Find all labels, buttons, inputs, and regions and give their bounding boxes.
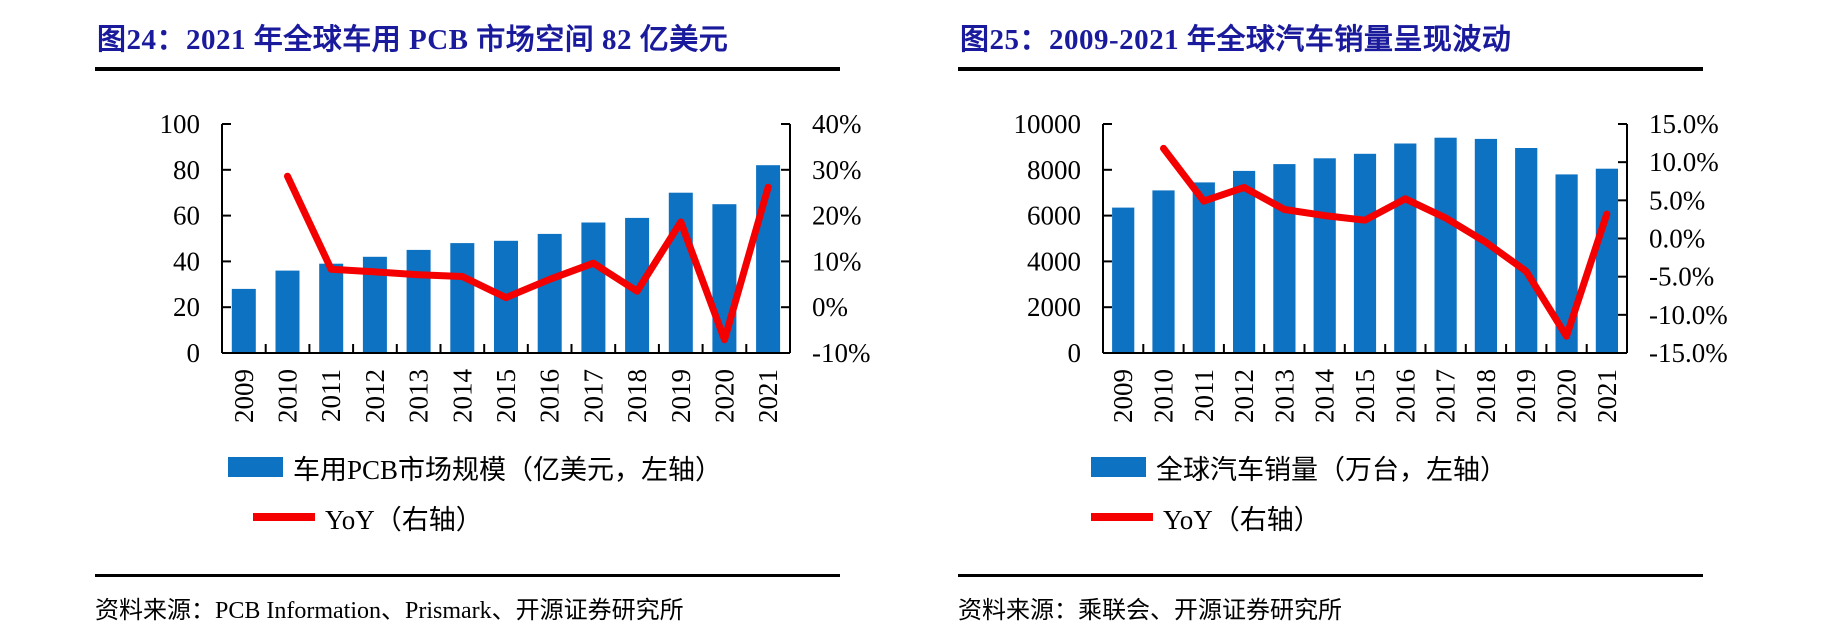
left-axis-tick-label: 20 — [173, 292, 200, 322]
bar-series-swatch — [1091, 457, 1146, 477]
figure-24-chart: 0 20 40 60 80 100 -10% 0% 10% 20% 30% 40% 2009 2010 20… — [160, 109, 871, 424]
right-axis-tick-label: -15.0% — [1649, 338, 1728, 368]
x-axis-label: 2013 — [1269, 369, 1299, 423]
bar-2011 — [319, 263, 344, 353]
bar-2014 — [450, 243, 475, 353]
left-axis-tick-label: 80 — [173, 155, 200, 185]
bar-2014 — [1313, 158, 1336, 353]
figure-24-title: 图24：2021 年全球车用 PCB 市场空间 82 亿美元 — [97, 24, 729, 56]
x-axis-label: 2012 — [360, 369, 390, 423]
x-axis-label: 2021 — [753, 369, 783, 423]
left-axis-tick-label: 0 — [1068, 338, 1082, 368]
bar-2017 — [581, 222, 606, 353]
source-rule — [95, 574, 840, 577]
figure-24-panel: 图24：2021 年全球车用 PCB 市场空间 82 亿美元 0 20 40 60 80… — [95, 16, 880, 625]
x-axis-label: 2017 — [1431, 369, 1461, 423]
right-axis-tick-label: 40% — [812, 109, 862, 139]
bar-2013 — [406, 249, 431, 353]
figure-24-source: 资料来源：PCB Information、Prismark、开源证券研究所 — [95, 598, 684, 624]
right-axis-tick-label: -10.0% — [1649, 300, 1728, 330]
legend-item-bar-series: 车用PCB市场规模（亿美元，左轴） — [228, 450, 880, 485]
legend-item-bar-series: 全球汽车销量（万台，左轴） — [1091, 450, 1743, 485]
bar-2016 — [537, 233, 562, 353]
left-axis-tick-label: 8000 — [1027, 155, 1081, 185]
figure-24-legend: 车用PCB市场规模（亿美元，左轴） YoY（右轴） — [228, 450, 880, 535]
left-axis-tick-label: 100 — [160, 109, 201, 139]
source-rule — [958, 574, 1703, 577]
bar-2012 — [1233, 170, 1256, 353]
right-axis-tick-label: 0.0% — [1649, 224, 1705, 254]
x-axis-label: 2014 — [1310, 369, 1340, 424]
right-axis-tick-label: 15.0% — [1649, 109, 1719, 139]
figure-25-chart: 0 2000 4000 6000 8000 10000 -15.0% -10.0% -5.0% 0… — [1014, 109, 1728, 424]
bar-2011 — [1192, 182, 1215, 353]
right-axis-tick-label: 10.0% — [1649, 147, 1719, 177]
line-series-swatch — [1091, 513, 1153, 521]
x-axis-label: 2016 — [1390, 369, 1420, 423]
x-axis-label: 2011 — [316, 369, 346, 422]
left-axis-tick-label: 60 — [173, 201, 200, 231]
right-axis-tick-label: -5.0% — [1649, 262, 1714, 292]
left-axis-tick-label: 4000 — [1027, 246, 1081, 276]
bar-2009 — [1112, 207, 1135, 353]
yoy-line — [284, 172, 772, 344]
x-axis-label: 2017 — [578, 369, 608, 423]
x-axis-label: 2019 — [666, 369, 696, 423]
bar-2010 — [275, 270, 300, 353]
bar-2013 — [1273, 164, 1296, 353]
legend-item-line-series: YoY（右轴） — [1091, 500, 1743, 535]
x-axis-label: 2018 — [1471, 369, 1501, 423]
bar-2017 — [1434, 137, 1457, 353]
right-axis-tick-label: 30% — [812, 155, 862, 185]
x-axis-label: 2020 — [1552, 369, 1582, 423]
right-axis-tick-label: 10% — [812, 246, 862, 276]
bar-series-swatch — [228, 457, 283, 477]
x-axis-label: 2014 — [447, 369, 477, 424]
left-axis-tick-label: 2000 — [1027, 292, 1081, 322]
figure-25-panel: 图25：2009-2021 年全球汽车销量呈现波动 0 2000 4000 6000 8… — [958, 16, 1743, 625]
left-axis-tick-label: 10000 — [1014, 109, 1082, 139]
right-axis-tick-label: 20% — [812, 201, 862, 231]
bar-2021 — [1595, 168, 1618, 353]
x-axis-label: 2020 — [710, 369, 740, 423]
x-axis-label: 2009 — [1108, 369, 1138, 423]
yoy-line — [1160, 144, 1611, 340]
legend-label-line-series: YoY（右轴） — [325, 504, 483, 535]
left-axis-tick-label: 40 — [173, 246, 200, 276]
x-axis-label: 2010 — [1149, 369, 1179, 423]
right-axis-tick-label: -10% — [812, 338, 870, 368]
left-axis-tick-label: 6000 — [1027, 201, 1081, 231]
x-axis-label: 2016 — [535, 369, 565, 423]
title-rule — [958, 67, 1703, 71]
bar-2009 — [231, 288, 256, 353]
line-series-swatch — [253, 513, 315, 521]
x-axis-label: 2010 — [273, 369, 303, 423]
x-axis-label: 2021 — [1592, 369, 1622, 423]
bar-2010 — [1152, 190, 1175, 353]
x-axis-label: 2018 — [622, 369, 652, 423]
x-axis-label: 2015 — [1350, 369, 1380, 423]
figure-25-legend: 全球汽车销量（万台，左轴） YoY（右轴） — [1091, 450, 1743, 535]
x-axis-label: 2012 — [1229, 369, 1259, 423]
bar-2019 — [668, 192, 693, 353]
x-axis-label: 2013 — [404, 369, 434, 423]
title-rule — [95, 67, 840, 71]
x-axis-label: 2019 — [1511, 369, 1541, 423]
right-axis-tick-label: 0% — [812, 292, 848, 322]
x-axis-label: 2015 — [491, 369, 521, 423]
right-axis-tick-label: 5.0% — [1649, 185, 1705, 215]
bar-2016 — [1394, 143, 1417, 353]
left-axis-tick-label: 0 — [187, 338, 201, 368]
figure-25-source: 资料来源：乘联会、开源证券研究所 — [958, 598, 1342, 624]
x-axis-label: 2009 — [229, 369, 259, 423]
bar-2015 — [1353, 153, 1377, 353]
bar-2019 — [1515, 148, 1538, 353]
legend-item-line-series: YoY（右轴） — [253, 500, 880, 535]
x-axis-label: 2011 — [1189, 369, 1219, 422]
legend-label-bar-series: 车用PCB市场规模（亿美元，左轴） — [293, 454, 723, 485]
legend-label-line-series: YoY（右轴） — [1163, 504, 1321, 535]
figure-25-title: 图25：2009-2021 年全球汽车销量呈现波动 — [960, 24, 1512, 56]
legend-label-bar-series: 全球汽车销量（万台，左轴） — [1156, 454, 1507, 485]
